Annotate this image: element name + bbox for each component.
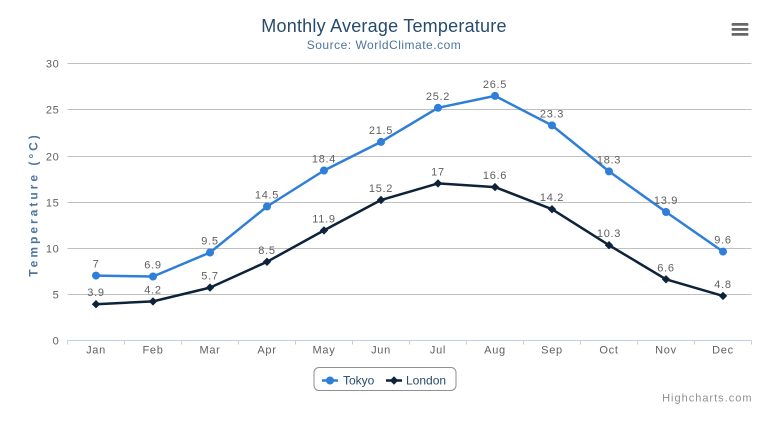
svg-text:8.5: 8.5 [258, 245, 275, 257]
svg-text:Temperature (°C): Temperature (°C) [27, 132, 41, 277]
svg-text:25: 25 [46, 105, 60, 117]
svg-text:23.3: 23.3 [540, 108, 564, 120]
svg-text:Oct: Oct [599, 345, 618, 357]
svg-text:Sep: Sep [541, 345, 563, 357]
svg-text:Dec: Dec [712, 345, 734, 357]
svg-text:Mar: Mar [199, 345, 220, 357]
svg-text:9.5: 9.5 [201, 236, 218, 248]
svg-text:4.8: 4.8 [714, 279, 731, 291]
svg-text:20: 20 [46, 152, 60, 164]
svg-text:17: 17 [431, 166, 445, 178]
svg-text:Feb: Feb [142, 345, 163, 357]
svg-text:14.5: 14.5 [255, 190, 279, 202]
svg-text:5: 5 [53, 290, 60, 302]
svg-text:9.6: 9.6 [714, 235, 731, 247]
svg-text:30: 30 [46, 59, 60, 71]
svg-text:10: 10 [46, 244, 60, 256]
svg-text:26.5: 26.5 [483, 79, 507, 91]
svg-text:18.3: 18.3 [597, 154, 621, 166]
svg-text:25.2: 25.2 [426, 91, 450, 103]
svg-text:Apr: Apr [257, 345, 276, 357]
svg-text:Jun: Jun [371, 345, 391, 357]
svg-text:15: 15 [46, 198, 60, 210]
svg-text:Monthly Average Temperature: Monthly Average Temperature [261, 16, 506, 36]
svg-text:May: May [313, 345, 336, 357]
svg-text:7: 7 [93, 259, 100, 271]
svg-text:10.3: 10.3 [597, 228, 621, 240]
svg-text:Jul: Jul [430, 345, 446, 357]
svg-text:London: London [406, 374, 446, 388]
svg-text:16.6: 16.6 [483, 170, 507, 182]
svg-text:15.2: 15.2 [369, 183, 393, 195]
svg-text:Highcharts.com: Highcharts.com [662, 393, 752, 405]
svg-text:11.9: 11.9 [312, 213, 335, 225]
svg-text:3.9: 3.9 [87, 287, 104, 299]
svg-text:Aug: Aug [484, 345, 506, 357]
svg-text:Tokyo: Tokyo [343, 374, 375, 388]
svg-text:6.9: 6.9 [144, 260, 161, 272]
svg-text:0: 0 [53, 336, 60, 348]
svg-text:14.2: 14.2 [540, 192, 564, 204]
svg-text:6.6: 6.6 [657, 262, 674, 274]
svg-text:13.9: 13.9 [654, 195, 678, 207]
svg-text:Nov: Nov [655, 345, 677, 357]
svg-text:18.4: 18.4 [312, 154, 336, 166]
svg-text:Source: WorldClimate.com: Source: WorldClimate.com [307, 38, 462, 52]
svg-text:4.2: 4.2 [144, 284, 161, 296]
svg-text:5.7: 5.7 [201, 271, 218, 283]
svg-text:Jan: Jan [86, 345, 106, 357]
svg-text:21.5: 21.5 [369, 125, 393, 137]
